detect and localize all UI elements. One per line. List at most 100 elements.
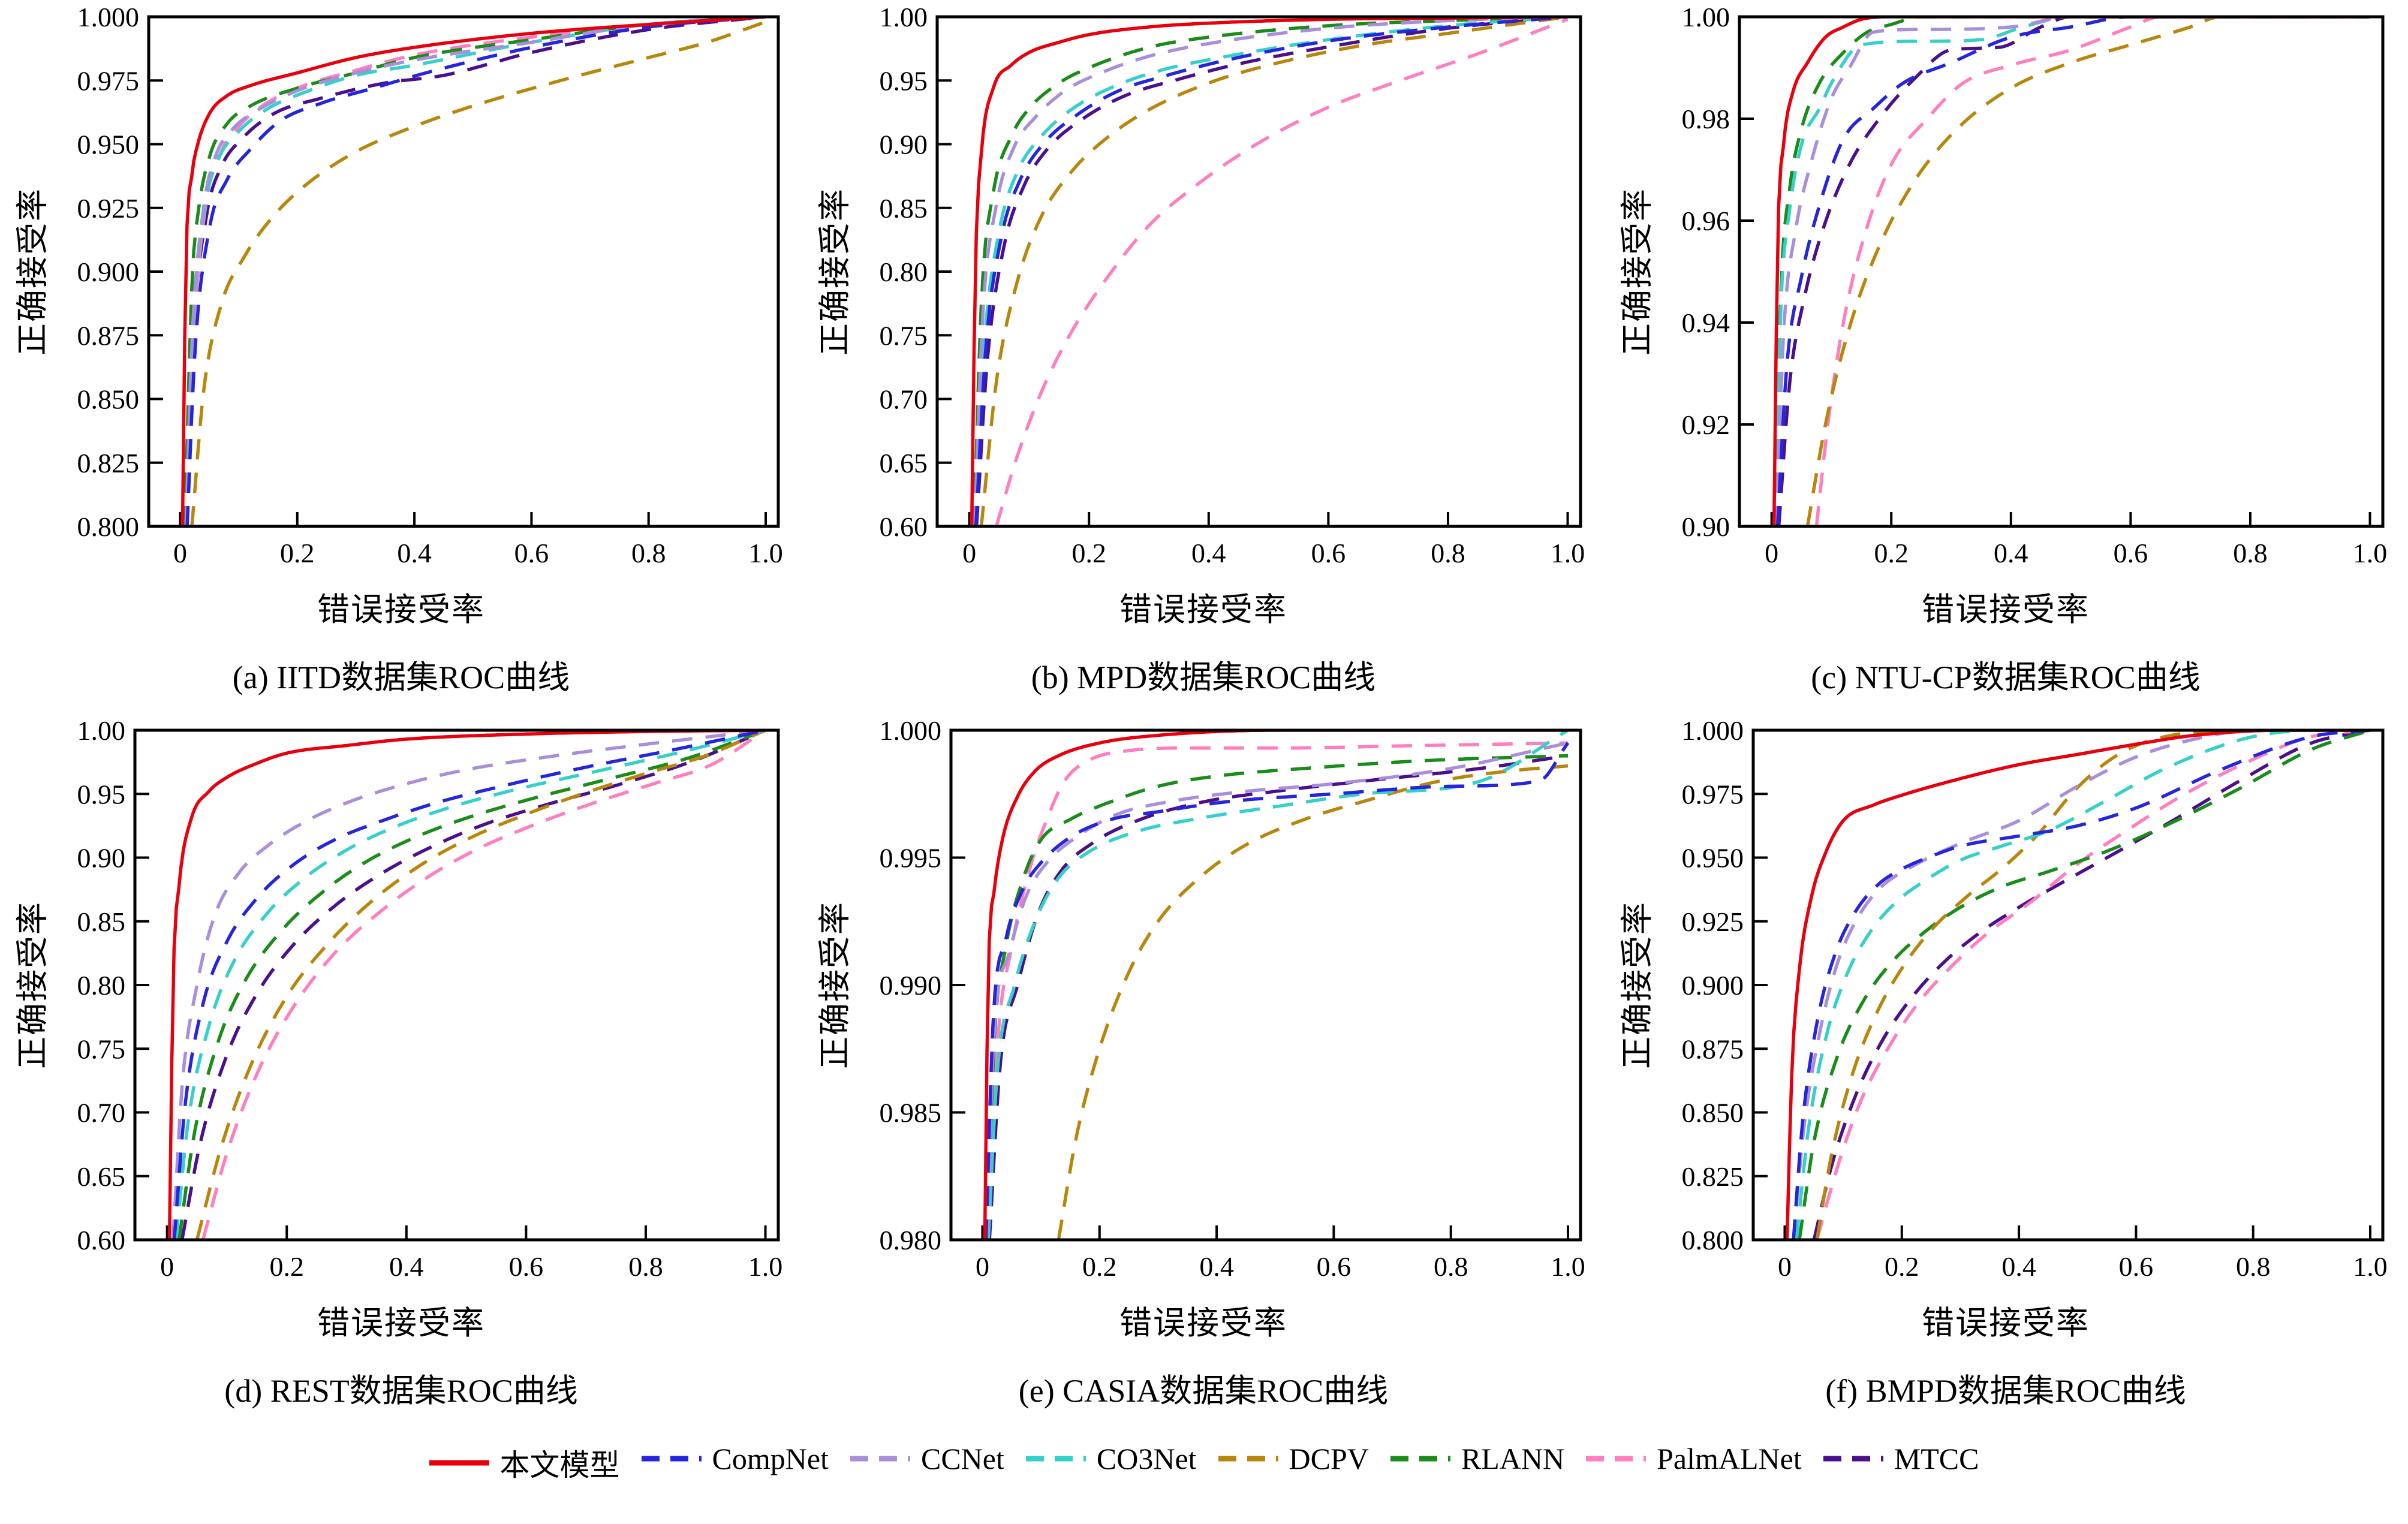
legend-item-rlann: RLANN: [1389, 1441, 1564, 1476]
svg-text:0.4: 0.4: [1994, 538, 2028, 568]
svg-text:0.8: 0.8: [631, 538, 666, 568]
x-axis-label: 错误接受率: [1922, 592, 2090, 628]
svg-text:0: 0: [1765, 538, 1778, 568]
legend-label: CCNet: [920, 1442, 1004, 1475]
svg-text:0.80: 0.80: [880, 257, 928, 287]
svg-text:0.60: 0.60: [77, 1225, 126, 1255]
legend-label: RLANN: [1461, 1442, 1565, 1475]
svg-text:0.70: 0.70: [77, 1098, 126, 1128]
svg-text:0.900: 0.900: [77, 257, 140, 287]
svg-text:0.875: 0.875: [77, 320, 140, 351]
x-axis-label: 错误接受率: [1922, 1305, 2090, 1341]
svg-text:0.6: 0.6: [2119, 1251, 2154, 1282]
svg-text:0.950: 0.950: [77, 129, 140, 160]
x-axis-label: 错误接受率: [317, 592, 485, 628]
svg-text:0.8: 0.8: [1434, 1251, 1468, 1282]
roc-subplot-d: 正确接受率 0 0.2 0.4 0.6 0.8 1.0 0.60 0.65 0.70 0.75 0.…: [0, 713, 802, 1430]
svg-text:0.825: 0.825: [77, 448, 140, 478]
svg-text:0.980: 0.980: [880, 1225, 942, 1255]
roc-subplot-f: 正确接受率 0 0.2 0.4 0.6 0.8 1.0 0.800 0.825 0.850 0.8…: [1605, 713, 2407, 1430]
svg-text:0.2: 0.2: [269, 1251, 304, 1282]
svg-text:0.65: 0.65: [880, 448, 928, 478]
svg-text:0.75: 0.75: [77, 1034, 126, 1064]
svg-text:1.0: 1.0: [748, 538, 783, 568]
svg-text:1.0: 1.0: [748, 1251, 783, 1282]
svg-text:0.800: 0.800: [1682, 1225, 1744, 1255]
svg-text:0.990: 0.990: [880, 970, 942, 1001]
legend-item-proposed-model: 本文模型: [428, 1441, 620, 1484]
svg-text:0.995: 0.995: [880, 843, 942, 874]
roc-plot-e: 0 0.2 0.4 0.6 0.8 1.0 0.980 0.985 0.990 0.995 1.00…: [880, 719, 1585, 1282]
svg-text:0.94: 0.94: [1682, 308, 1730, 338]
svg-text:1.00: 1.00: [880, 6, 928, 32]
svg-text:0.4: 0.4: [389, 1251, 424, 1282]
legend-item-co3net: CO3Net: [1025, 1441, 1197, 1476]
svg-text:1.0: 1.0: [2353, 1251, 2388, 1282]
roc-plot-b: 0 0.2 0.4 0.6 0.8 1.0 0.60 0.65 0.70 0.75 0.80 0.85…: [880, 6, 1585, 568]
legend-item-ccnet: CCNet: [849, 1441, 1004, 1476]
svg-text:0.925: 0.925: [77, 193, 140, 224]
svg-text:0.4: 0.4: [1191, 538, 1226, 568]
svg-text:0.98: 0.98: [1682, 104, 1730, 134]
y-axis-label: 正确接受率: [817, 901, 853, 1069]
svg-text:0.2: 0.2: [1082, 1251, 1117, 1282]
svg-text:0.92: 0.92: [1682, 409, 1730, 440]
legend-item-compnet: CompNet: [640, 1441, 829, 1476]
svg-text:0.825: 0.825: [1682, 1161, 1744, 1192]
x-axis-label: 错误接受率: [1119, 1305, 1287, 1341]
svg-text:0.975: 0.975: [1682, 779, 1744, 809]
svg-text:0.65: 0.65: [77, 1161, 126, 1192]
x-axis-label: 错误接受率: [1119, 592, 1287, 628]
legend-label: CO3Net: [1096, 1442, 1197, 1475]
legend-line-icon: [1218, 1456, 1278, 1462]
legend-line-icon: [1823, 1456, 1883, 1462]
subplot-caption-c: (c) NTU-CP数据集ROC曲线: [1811, 659, 2201, 695]
legend-line-icon: [1586, 1456, 1647, 1462]
roc-plot-d: 0 0.2 0.4 0.6 0.8 1.0 0.60 0.65 0.70 0.75 0.80 0.85…: [77, 719, 783, 1282]
legend-line-icon: [850, 1456, 910, 1462]
roc-subplot-c: 正确接受率 0 0.2 0.4 0.6 0.8 1.0 0.90 0.92 0.94 0.96 0.…: [1605, 0, 2407, 713]
svg-text:0: 0: [976, 1251, 989, 1282]
svg-text:1.000: 1.000: [1682, 719, 1744, 746]
svg-text:0.90: 0.90: [77, 843, 126, 874]
svg-text:0.2: 0.2: [280, 538, 315, 568]
svg-text:0.850: 0.850: [1682, 1098, 1744, 1128]
svg-text:0.6: 0.6: [1311, 538, 1346, 568]
svg-text:0.6: 0.6: [2114, 538, 2148, 568]
svg-text:0.900: 0.900: [1682, 970, 1744, 1001]
svg-text:0.4: 0.4: [397, 538, 432, 568]
svg-text:0.8: 0.8: [1431, 538, 1465, 568]
legend: 本文模型 CompNet CCNet CO3Net DCPV RLANN Pal…: [0, 1430, 2407, 1524]
roc-subplot-a: 正确接受率 0 0.2 0.4 0.6 0.8 1.0 0.800 0.825 0.850 0.8…: [0, 0, 802, 713]
svg-text:0.950: 0.950: [1682, 843, 1744, 874]
svg-text:0.975: 0.975: [77, 65, 140, 96]
svg-text:0.6: 0.6: [509, 1251, 544, 1282]
subplot-caption-d: (d) REST数据集ROC曲线: [224, 1373, 578, 1409]
svg-text:0.60: 0.60: [880, 511, 928, 542]
y-axis-label: 正确接受率: [817, 188, 853, 356]
legend-line-icon: [1390, 1456, 1450, 1462]
legend-label: 本文模型: [499, 1448, 620, 1482]
svg-text:0: 0: [1778, 1251, 1792, 1282]
svg-text:0.4: 0.4: [2001, 1251, 2036, 1282]
legend-line-icon: [641, 1456, 702, 1462]
y-axis-label: 正确接受率: [1619, 188, 1656, 356]
svg-text:0.90: 0.90: [880, 129, 928, 160]
svg-text:0: 0: [173, 538, 187, 568]
svg-text:0.8: 0.8: [628, 1251, 663, 1282]
svg-text:0.70: 0.70: [880, 384, 928, 415]
svg-text:0.6: 0.6: [1317, 1251, 1352, 1282]
svg-text:0.2: 0.2: [1071, 538, 1106, 568]
svg-text:0: 0: [160, 1251, 174, 1282]
svg-text:0.90: 0.90: [1682, 511, 1730, 542]
legend-item-dcpv: DCPV: [1217, 1441, 1369, 1476]
svg-text:0.8: 0.8: [2233, 538, 2268, 568]
roc-plot-c: 0 0.2 0.4 0.6 0.8 1.0 0.90 0.92 0.94 0.96 0.98 1.00: [1682, 6, 2388, 568]
y-axis-label: 正确接受率: [14, 901, 51, 1069]
subplot-caption-a: (a) IITD数据集ROC曲线: [232, 659, 570, 695]
subplot-caption-b: (b) MPD数据集ROC曲线: [1031, 659, 1376, 695]
svg-text:0.6: 0.6: [514, 538, 549, 568]
svg-text:1.00: 1.00: [77, 719, 126, 746]
legend-label: PalmALNet: [1657, 1442, 1802, 1475]
svg-text:0.850: 0.850: [77, 384, 140, 415]
